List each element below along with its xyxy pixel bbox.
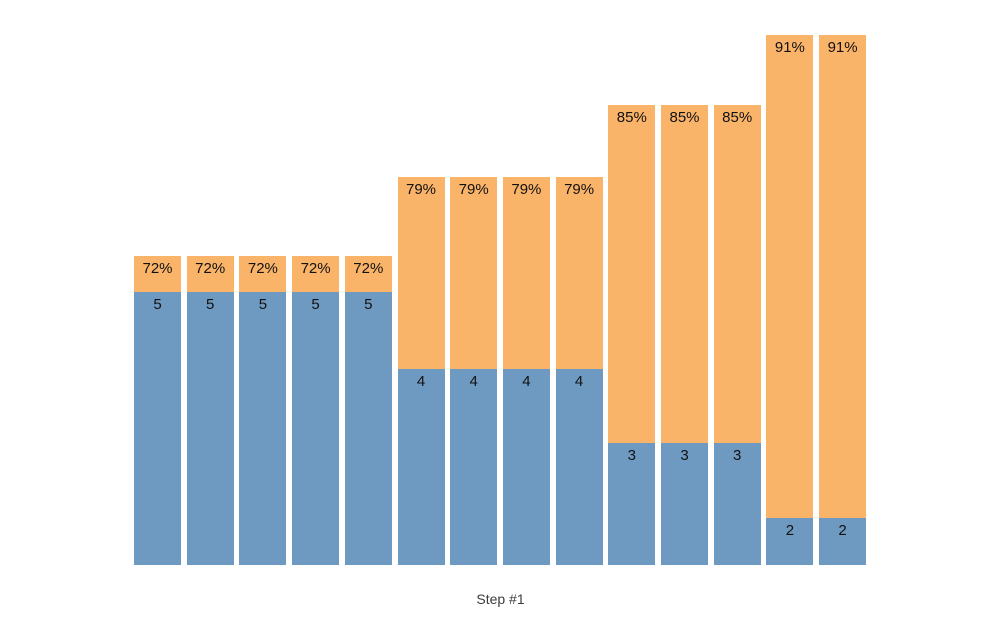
stacked-bar: 72% 5 bbox=[134, 256, 181, 565]
bar-bottom-segment: 2 bbox=[766, 518, 814, 565]
bar-percent-label: 91% bbox=[827, 39, 858, 56]
bar-top-segment: 79% bbox=[555, 177, 603, 369]
stacked-bar: 79% 4 bbox=[450, 177, 498, 565]
bar-top-segment: 79% bbox=[502, 177, 550, 369]
bar-bottom-segment: 5 bbox=[344, 292, 392, 565]
bar-top-segment: 91% bbox=[819, 35, 867, 518]
stacked-bar: 85% 3 bbox=[661, 105, 708, 565]
bar-bottom-segment: 3 bbox=[608, 443, 656, 565]
bar-percent-label: 79% bbox=[405, 181, 437, 198]
stacked-bar: 72% 5 bbox=[292, 256, 340, 565]
bar-value-label: 5 bbox=[311, 296, 320, 313]
bar-percent-label: 72% bbox=[195, 260, 226, 277]
bar-percent-label: 91% bbox=[774, 39, 805, 56]
bar-value-label: 4 bbox=[574, 373, 584, 390]
bar-top-segment: 72% bbox=[186, 256, 234, 292]
bar-bottom-segment: 4 bbox=[555, 369, 603, 565]
bar-percent-label: 72% bbox=[300, 260, 331, 277]
bar-value-label: 2 bbox=[785, 522, 795, 539]
bar-top-segment: 72% bbox=[292, 256, 340, 292]
stacked-bar: 85% 3 bbox=[608, 105, 656, 565]
bar-top-segment: 72% bbox=[344, 256, 392, 292]
bar-top-segment: 85% bbox=[713, 105, 761, 443]
bar-value-label: 3 bbox=[627, 447, 636, 464]
stacked-bar: 79% 4 bbox=[555, 177, 603, 565]
bar-top-segment: 72% bbox=[239, 256, 287, 292]
bar-percent-label: 72% bbox=[247, 260, 278, 277]
bar-value-label: 4 bbox=[469, 373, 478, 390]
stacked-bar: 91% 2 bbox=[766, 35, 814, 565]
bar-value-label: 5 bbox=[153, 296, 162, 313]
bar-bottom-segment: 5 bbox=[186, 292, 234, 565]
bar-percent-label: 72% bbox=[353, 260, 384, 277]
bar-value-label: 4 bbox=[522, 373, 531, 390]
bar-bottom-segment: 5 bbox=[239, 292, 287, 565]
bar-percent-label: 79% bbox=[511, 181, 542, 198]
bar-value-label: 3 bbox=[680, 447, 689, 464]
stacked-bar: 91% 2 bbox=[819, 35, 867, 565]
bar-value-label: 3 bbox=[733, 447, 742, 464]
bar-percent-label: 79% bbox=[564, 181, 595, 198]
bar-value-label: 2 bbox=[838, 522, 847, 539]
bar-bottom-segment: 3 bbox=[713, 443, 761, 565]
bar-value-label: 5 bbox=[206, 296, 215, 313]
bar-bottom-segment: 2 bbox=[819, 518, 867, 565]
bar-bottom-segment: 3 bbox=[661, 443, 708, 565]
bar-bottom-segment: 4 bbox=[397, 369, 445, 565]
stacked-bar: 72% 5 bbox=[344, 256, 392, 565]
bar-percent-label: 79% bbox=[458, 181, 489, 198]
bar-top-segment: 72% bbox=[134, 256, 181, 292]
bar-value-label: 4 bbox=[416, 373, 426, 390]
bar-top-segment: 79% bbox=[450, 177, 498, 369]
stacked-bar: 79% 4 bbox=[502, 177, 550, 565]
bar-bottom-segment: 5 bbox=[134, 292, 181, 565]
bar-top-segment: 85% bbox=[661, 105, 708, 443]
bar-bottom-segment: 4 bbox=[502, 369, 550, 565]
stacked-bar: 72% 5 bbox=[239, 256, 287, 565]
stacked-bar: 72% 5 bbox=[186, 256, 234, 565]
stacked-bar: 79% 4 bbox=[397, 177, 445, 565]
bar-value-label: 5 bbox=[364, 296, 373, 313]
bar-top-segment: 91% bbox=[766, 35, 814, 518]
bar-percent-label: 72% bbox=[142, 260, 173, 277]
stacked-bar: 85% 3 bbox=[713, 105, 761, 565]
bar-bottom-segment: 5 bbox=[292, 292, 340, 565]
bar-bottom-segment: 4 bbox=[450, 369, 498, 565]
bar-top-segment: 85% bbox=[608, 105, 656, 443]
bar-percent-label: 85% bbox=[722, 109, 753, 126]
bar-top-segment: 79% bbox=[397, 177, 445, 369]
bar-percent-label: 85% bbox=[616, 109, 647, 126]
bar-value-label: 5 bbox=[258, 296, 268, 313]
bar-percent-label: 85% bbox=[669, 109, 700, 126]
x-axis-label: Step #1 bbox=[476, 591, 525, 607]
